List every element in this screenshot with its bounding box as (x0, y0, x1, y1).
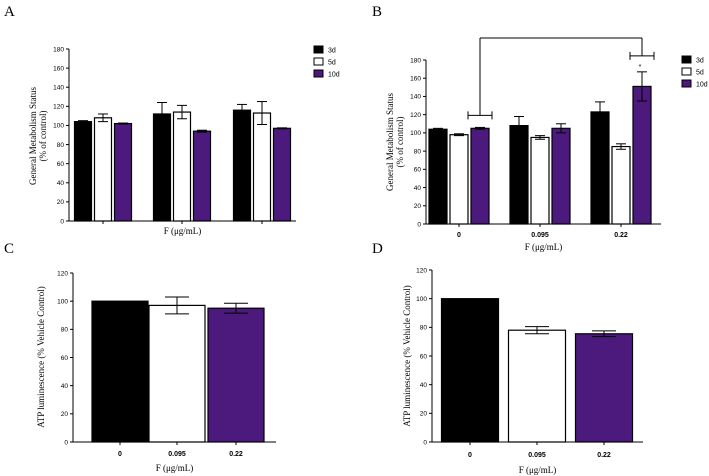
panel-b-bar-3d-0.22 (590, 111, 610, 225)
panel-d-y-tick-label: 60 (420, 353, 428, 360)
panel-a-bar-5d-0 (93, 117, 113, 222)
panel-a-y-tick-label: 60 (57, 161, 65, 168)
panel-b-legend-label-10d: 10d (696, 82, 708, 89)
panel-b-bar-5d-0.22 (611, 145, 631, 225)
panel-b-y-tick-label: 180 (410, 57, 421, 64)
panel-b-y-tick-label: 100 (410, 130, 421, 137)
panel-b-significance-star: * (639, 64, 642, 71)
panel-b-y-tick-label: 20 (414, 203, 422, 210)
panel-label-d: D (372, 241, 383, 257)
panel-a-legend-label-10d: 10d (328, 72, 340, 79)
panel-b-y-axis-title: General Metabolism Status (385, 93, 395, 191)
panel-c-y-tick-label: 120 (57, 270, 68, 277)
panel-a-legend-swatch-3d (313, 45, 324, 54)
panel-a-y-tick-label: 0 (60, 218, 64, 225)
panel-c-x-tick-label: 0 (118, 451, 122, 458)
panel-d-bar-0 (440, 298, 500, 443)
panel-d-y-tick-label: 120 (416, 267, 427, 274)
panel-a-legend-swatch-10d (313, 69, 324, 78)
panel-d-x-tick-label: 0 (468, 452, 472, 459)
panel-c-y-tick-label: 0 (64, 439, 68, 446)
panel-label-a: A (4, 4, 15, 20)
panel-c-bar-0.22 (207, 307, 265, 443)
panel-b-legend-label-3d: 3d (696, 58, 704, 65)
panel-a-y-tick-label: 20 (57, 199, 65, 206)
panel-b-y-axis-title: (% of control) (395, 117, 405, 168)
panel-c-x-axis-title: F (μg/mL) (156, 463, 194, 473)
panel-b-legend-swatch-5d (681, 67, 692, 76)
panel-b-y-tick-label: 80 (414, 148, 422, 155)
panel-a-bar-3d-0.22 (232, 109, 252, 222)
panel-b-y-tick-label: 140 (410, 94, 421, 101)
panel-b-y-tick-label: 60 (414, 167, 422, 174)
panel-a-y-tick-label: 80 (57, 142, 65, 149)
panel-b-bar-10d-0.095 (551, 127, 571, 225)
panel-a-bar-10d-0.22 (272, 127, 292, 222)
panel-b-bar-5d-0.095 (530, 136, 550, 225)
panel-c-bar-0.095 (148, 304, 206, 443)
panel-d-y-tick-label: 20 (420, 411, 428, 418)
panel-a-bar-5d-0.095 (172, 111, 192, 222)
panel-b-y-tick-label: 120 (410, 112, 421, 119)
panel-label-b: B (372, 4, 382, 20)
panel-b-bar-10d-0.22 (632, 85, 652, 225)
panel-label-c: C (4, 241, 14, 257)
panel-d-bar-0.22 (574, 333, 634, 443)
panel-c-y-tick-label: 40 (61, 383, 69, 390)
panel-b-x-tick-label: 0.22 (614, 232, 628, 239)
panel-a-bar-5d-0.22 (252, 112, 272, 222)
panel-a-y-tick-label: 160 (53, 65, 64, 72)
panel-b-legend-swatch-10d (681, 79, 692, 88)
panel-a-y-tick-label: 120 (53, 104, 64, 111)
panel-c-x-tick-label: 0.095 (168, 451, 186, 458)
panel-b-bar-10d-0 (470, 127, 490, 225)
panel-a-y-tick-label: 180 (53, 46, 64, 53)
panel-c-y-tick-label: 80 (61, 327, 69, 334)
panel-a-y-tick-label: 100 (53, 123, 64, 130)
panel-d-y-tick-label: 80 (420, 325, 428, 332)
panel-a-legend-swatch-5d (313, 57, 324, 66)
panel-a-x-axis-title: F (μg/mL) (164, 226, 202, 236)
panel-c-y-tick-label: 20 (61, 411, 69, 418)
panel-b-x-tick-label: 0 (457, 232, 461, 239)
panel-b-legend-swatch-3d (681, 55, 692, 64)
panel-b-bar-3d-0.095 (509, 124, 529, 225)
panel-b-x-axis-title: F (μg/mL) (525, 242, 563, 252)
panel-d-y-tick-label: 0 (423, 439, 427, 446)
panel-b-legend-label-5d: 5d (696, 70, 704, 77)
panel-b-y-tick-label: 0 (417, 221, 421, 228)
panel-b-y-tick-label: 40 (414, 185, 422, 192)
panel-a-bar-10d-0.095 (192, 130, 212, 222)
panel-c-y-tick-label: 60 (61, 355, 69, 362)
panel-d-x-tick-label: 0.095 (528, 452, 546, 459)
panel-a-legend-label-3d: 3d (328, 48, 336, 55)
panel-a-y-axis-title: (% of control) (38, 111, 48, 162)
panel-c-bar-0 (91, 300, 149, 443)
panel-d-x-axis-title: F (μg/mL) (519, 465, 557, 475)
panel-c-x-tick-label: 0.22 (229, 451, 243, 458)
panel-a-y-tick-label: 40 (57, 180, 65, 187)
panel-a-bar-3d-0.095 (152, 113, 172, 222)
panel-b-y-tick-label: 160 (410, 76, 421, 83)
panel-d-y-tick-label: 40 (420, 382, 428, 389)
panel-a-y-axis-title: General Metabolism Status (28, 87, 38, 185)
panel-d-bar-0.095 (507, 329, 567, 443)
panel-a-bar-3d-0 (73, 121, 93, 222)
panel-d-x-tick-label: 0.22 (597, 452, 611, 459)
panel-a-y-tick-label: 140 (53, 85, 64, 92)
panel-b-bar-3d-0 (428, 128, 448, 225)
panel-c-y-tick-label: 100 (57, 298, 68, 305)
panel-b-bar-5d-0 (449, 134, 469, 225)
panel-d-y-tick-label: 100 (416, 296, 427, 303)
panel-b-x-tick-label: 0.095 (531, 232, 549, 239)
panel-a-legend-label-5d: 5d (328, 60, 336, 67)
panel-c-y-axis-title: ATP luminescence (% Vehicle Control) (36, 286, 46, 427)
panel-d-y-axis-title: ATP luminescence (% Vehicle Control) (402, 285, 412, 426)
plots-group: 0 20 40 60 80 100 120 140 160 180 0 0.095 0.22 F (μg/… (28, 37, 708, 475)
panel-a-bar-10d-0 (113, 122, 133, 222)
